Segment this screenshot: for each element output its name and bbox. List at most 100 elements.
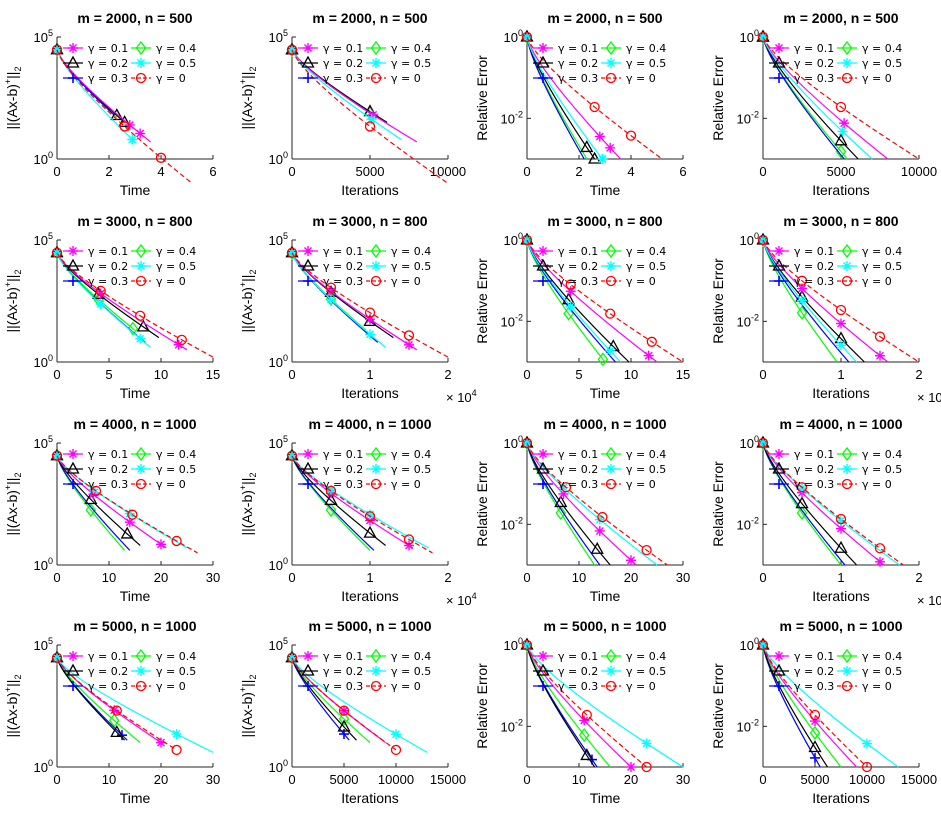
start-marker-g0: [286, 247, 298, 258]
legend-label: γ = 0.4: [391, 42, 431, 55]
x-tick-label: 20: [624, 570, 638, 585]
start-marker-g0: [51, 652, 63, 663]
series-line-g05: [291, 49, 402, 140]
legend-label: γ = 0.2: [88, 57, 128, 70]
x-label: Iterations: [341, 790, 399, 806]
legend-label: γ = 0: [862, 680, 892, 693]
legend-label: γ = 0: [626, 478, 656, 491]
plot-panel: m = 5000, n = 1000 100 105 0 10 20 30 Time ||(Ax…: [3, 618, 220, 806]
series-line-g0: [762, 239, 920, 363]
start-marker-g04: [51, 245, 63, 260]
data-marker-g04: [325, 502, 337, 518]
legend-marker: [538, 246, 548, 256]
legend-marker: [68, 651, 78, 661]
data-marker-g0: [597, 511, 608, 523]
y-tick-label: 100: [504, 636, 523, 653]
data-marker-g0: [403, 330, 415, 341]
legend-marker: [303, 449, 313, 459]
legend-label: γ = 0.1: [794, 448, 834, 461]
legend-marker: [135, 680, 147, 692]
data-marker-g02: [834, 133, 848, 146]
legend-entry: γ = 0: [837, 680, 892, 693]
legend-marker: [370, 680, 382, 692]
legend-entry: γ = 0.3: [769, 275, 834, 288]
legend-marker: [774, 651, 784, 661]
y-label: ||(Ax-b)+||2: [3, 67, 23, 130]
y-tick-label: 100: [740, 434, 759, 451]
y-tick-label: 100: [34, 353, 53, 370]
series-line-g0: [291, 657, 397, 751]
plot-title: m = 2000, n = 500: [77, 10, 192, 26]
legend-entry: γ = 0.5: [601, 665, 666, 678]
legend-marker: [301, 461, 315, 474]
legend-label: γ = 0.4: [156, 42, 196, 55]
start-marker-g04: [521, 435, 533, 451]
legend-entry: γ = 0.2: [769, 258, 834, 273]
start-marker-g04: [51, 42, 63, 57]
legend-marker: [538, 276, 548, 286]
data-marker-g04: [578, 728, 590, 743]
legend-label: γ = 0.2: [794, 57, 834, 70]
legend-marker: [774, 479, 784, 489]
legend-entry: γ = 0.2: [769, 663, 834, 678]
plot-title: m = 5000, n = 1000: [544, 618, 667, 634]
legend-entry: γ = 0.5: [601, 260, 666, 273]
legend-marker: [774, 246, 784, 256]
legend-marker: [606, 58, 616, 68]
legend-marker: [68, 449, 78, 459]
legend-entry: γ = 0.3: [769, 72, 834, 85]
plot-title: m = 5000, n = 1000: [309, 618, 432, 634]
legend-marker: [370, 72, 382, 84]
legend-marker: [842, 58, 852, 68]
x-label: Iterations: [341, 182, 399, 198]
series-line-g02: [762, 644, 828, 768]
y-label: Relative Error: [710, 461, 726, 547]
y-label: Relative Error: [710, 258, 726, 344]
legend-label: γ = 0.4: [862, 245, 902, 258]
legend-entry: γ = 0.5: [601, 57, 666, 70]
legend-label: γ = 0.2: [558, 57, 598, 70]
legend-entry: γ = 0.1: [298, 245, 363, 258]
legend-label: γ = 0: [626, 275, 656, 288]
legend-entry: γ = 0.4: [837, 446, 902, 462]
legend-entry: γ = 0.5: [837, 57, 902, 70]
start-marker-g0: [51, 44, 63, 55]
plot-panel: m = 3000, n = 800 100 10-2 0 5 10 15 Time Relati…: [474, 213, 690, 401]
x-tick-label: 20: [624, 772, 638, 787]
legend-marker: [841, 446, 853, 462]
legend-label: γ = 0.1: [88, 245, 128, 258]
x-tick-label: 10000: [378, 772, 414, 787]
x-tick-label: 1: [837, 367, 844, 382]
series-line-g0: [526, 36, 663, 160]
legend-label: γ = 0.3: [794, 72, 834, 85]
legend-label: γ = 0: [391, 72, 421, 85]
x-tick-label: 10: [572, 570, 586, 585]
series-line-g01: [56, 252, 188, 351]
start-marker-g04: [51, 650, 63, 665]
series-line-g05: [291, 657, 428, 753]
data-marker-g02: [588, 151, 602, 164]
legend-label: γ = 0.3: [794, 478, 834, 491]
data-marker-g0: [155, 152, 167, 163]
legend-label: γ = 0: [391, 478, 421, 491]
legend-label: γ = 0: [156, 275, 186, 288]
legend-label: γ = 0: [156, 680, 186, 693]
legend-marker: [135, 648, 147, 664]
data-marker-g01: [626, 762, 636, 772]
data-marker-g0: [119, 121, 130, 132]
x-tick-label: 0: [523, 367, 530, 382]
legend-entry: γ = 0.1: [769, 245, 834, 258]
legend-entry: γ = 0.5: [131, 665, 196, 678]
legend-marker: [774, 449, 784, 459]
start-marker-g04: [286, 245, 298, 260]
legend-marker: [841, 72, 853, 84]
x-label: Iterations: [812, 385, 870, 401]
legend-label: γ = 0: [391, 275, 421, 288]
start-marker-g04: [757, 435, 769, 451]
plot-title: m = 5000, n = 1000: [74, 618, 197, 634]
legend-entry: γ = 0.3: [533, 275, 598, 288]
data-marker-g0: [835, 513, 847, 525]
legend-marker: [303, 73, 313, 83]
y-label: Relative Error: [710, 663, 726, 749]
start-marker-g04: [521, 29, 533, 45]
